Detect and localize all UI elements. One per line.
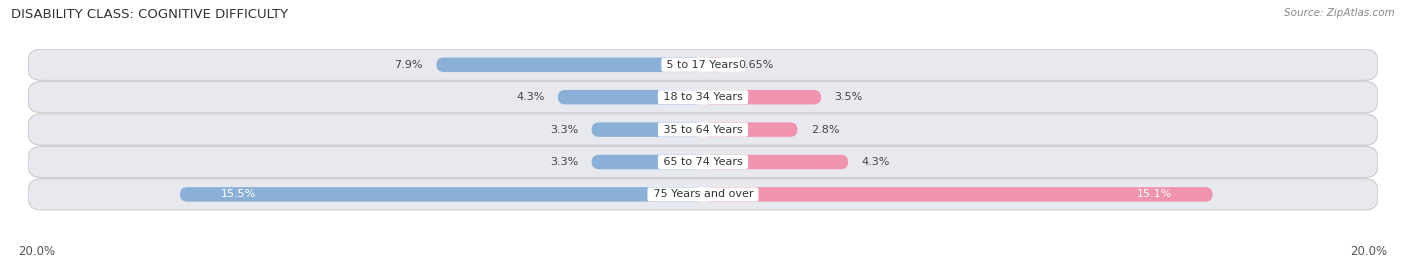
FancyBboxPatch shape <box>703 122 797 137</box>
FancyBboxPatch shape <box>592 122 703 137</box>
Text: 15.5%: 15.5% <box>221 189 256 200</box>
FancyBboxPatch shape <box>703 187 1212 202</box>
Text: 20.0%: 20.0% <box>18 245 55 258</box>
Text: 2.8%: 2.8% <box>811 124 839 135</box>
Text: 18 to 34 Years: 18 to 34 Years <box>659 92 747 102</box>
FancyBboxPatch shape <box>592 155 703 169</box>
Text: 3.3%: 3.3% <box>550 124 578 135</box>
FancyBboxPatch shape <box>28 114 1378 145</box>
Text: Source: ZipAtlas.com: Source: ZipAtlas.com <box>1284 8 1395 18</box>
Text: 20.0%: 20.0% <box>1351 245 1388 258</box>
FancyBboxPatch shape <box>28 146 1378 178</box>
Text: 5 to 17 Years: 5 to 17 Years <box>664 60 742 70</box>
Text: 35 to 64 Years: 35 to 64 Years <box>659 124 747 135</box>
FancyBboxPatch shape <box>558 90 703 104</box>
Text: 65 to 74 Years: 65 to 74 Years <box>659 157 747 167</box>
FancyBboxPatch shape <box>180 187 703 202</box>
Text: 3.5%: 3.5% <box>835 92 863 102</box>
FancyBboxPatch shape <box>28 82 1378 113</box>
FancyBboxPatch shape <box>28 49 1378 80</box>
Text: 15.1%: 15.1% <box>1137 189 1173 200</box>
Text: 0.65%: 0.65% <box>738 60 773 70</box>
Text: 3.3%: 3.3% <box>550 157 578 167</box>
FancyBboxPatch shape <box>703 155 848 169</box>
Text: 4.3%: 4.3% <box>516 92 544 102</box>
FancyBboxPatch shape <box>703 58 725 72</box>
FancyBboxPatch shape <box>28 179 1378 210</box>
Text: 7.9%: 7.9% <box>395 60 423 70</box>
Text: DISABILITY CLASS: COGNITIVE DIFFICULTY: DISABILITY CLASS: COGNITIVE DIFFICULTY <box>11 8 288 21</box>
FancyBboxPatch shape <box>703 90 821 104</box>
Text: 4.3%: 4.3% <box>862 157 890 167</box>
FancyBboxPatch shape <box>436 58 703 72</box>
Text: 75 Years and over: 75 Years and over <box>650 189 756 200</box>
